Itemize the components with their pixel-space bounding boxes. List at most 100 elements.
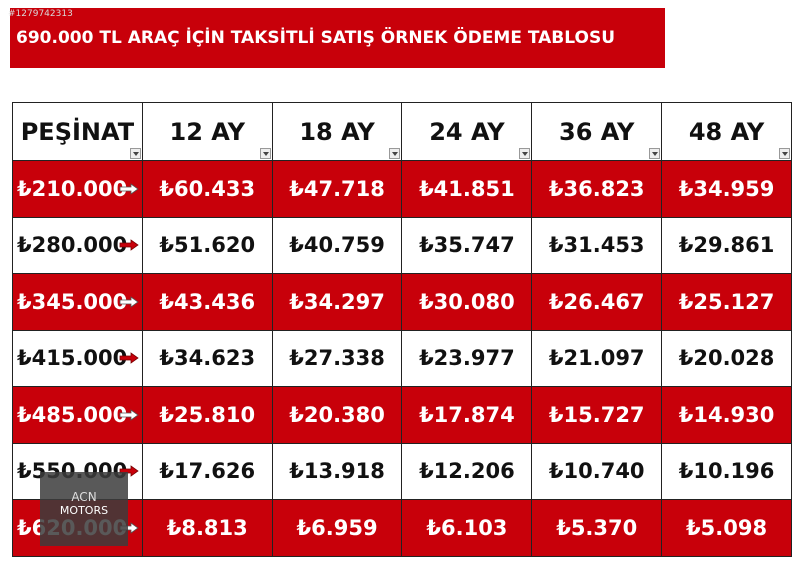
arrow-icon <box>119 352 139 365</box>
installment-cell: ₺41.851 <box>401 160 533 218</box>
cell-text: ₺14.930 <box>678 402 775 427</box>
arrow-shape <box>119 295 139 308</box>
cell-text: ₺5.098 <box>686 515 768 540</box>
table-row: ₺210.000 ₺60.433 ₺47.718 ₺41.851 ₺36.823 ₺34.… <box>12 160 792 218</box>
table-row: ₺415.000 ₺34.623 ₺27.338 ₺23.977 ₺21.097 ₺20.… <box>12 329 792 387</box>
cell-text: ₺60.433 <box>159 176 256 201</box>
installment-cell: ₺29.861 <box>661 216 792 274</box>
installment-cell: ₺20.028 <box>661 329 792 387</box>
down-payment-cell: ₺485.000 <box>12 386 143 444</box>
header-text: 24 AY <box>429 117 505 146</box>
header-text: 12 AY <box>169 117 245 146</box>
title-bar: 690.000 TL ARAÇ İÇİN TAKSİTLİ SATIŞ ÖRNE… <box>10 8 665 68</box>
cell-text: ₺29.861 <box>678 233 775 258</box>
installment-cell: ₺20.380 <box>271 386 403 444</box>
cell-text: ₺210.000 <box>17 176 128 201</box>
installment-cell: ₺12.206 <box>401 442 533 500</box>
cell-text: ₺17.626 <box>159 459 256 484</box>
cell-text: ₺485.000 <box>17 402 128 427</box>
cell-text: ₺23.977 <box>419 346 515 371</box>
table-row: ₺620.000₺8.813₺6.959₺6.103₺5.370₺5.098 <box>12 499 792 557</box>
cell-text: ₺5.370 <box>556 515 638 540</box>
installment-cell: ₺14.930 <box>661 386 792 444</box>
installment-cell: ₺27.338 <box>271 329 403 387</box>
cell-text: ₺6.959 <box>296 515 378 540</box>
cell-text: ₺43.436 <box>159 289 256 314</box>
arrow-icon <box>119 239 139 252</box>
down-payment-cell: ₺415.000 <box>12 329 143 387</box>
arrow-shape <box>119 182 139 195</box>
installment-cell: ₺26.467 <box>531 273 663 331</box>
installment-cell: ₺43.436 <box>141 273 273 331</box>
header-cell: 36 AY <box>531 102 663 161</box>
cell-text: ₺30.080 <box>419 289 515 314</box>
installment-cell: ₺34.959 <box>661 160 792 218</box>
cell-text: ₺8.813 <box>166 515 248 540</box>
cell-text: ₺21.097 <box>548 346 645 371</box>
cell-text: ₺345.000 <box>17 289 128 314</box>
installment-cell: ₺5.098 <box>661 499 792 557</box>
cell-text: ₺6.103 <box>426 515 508 540</box>
installment-cell: ₺25.810 <box>141 386 273 444</box>
installment-cell: ₺5.370 <box>531 499 663 557</box>
installment-cell: ₺47.718 <box>271 160 403 218</box>
installment-cell: ₺40.759 <box>271 216 403 274</box>
installment-cell: ₺34.623 <box>141 329 273 387</box>
installment-cell: ₺60.433 <box>141 160 273 218</box>
arrow-shape <box>119 352 139 365</box>
installment-cell: ₺23.977 <box>401 329 533 387</box>
filter-button <box>779 148 790 159</box>
cell-text: ₺47.718 <box>289 176 385 201</box>
installment-cell: ₺8.813 <box>141 499 273 557</box>
arrow-icon <box>119 295 139 308</box>
table-row: ₺280.000 ₺51.620 ₺40.759 ₺35.747 ₺31.453 ₺29.… <box>12 216 792 274</box>
header-cell: 12 AY <box>141 102 273 161</box>
installment-cell: ₺36.823 <box>531 160 663 218</box>
table-row: ₺485.000 ₺25.810 ₺20.380 ₺17.874 ₺15.727 ₺14.… <box>12 386 792 444</box>
filter-button <box>389 148 401 159</box>
installment-cell: ₺10.196 <box>661 442 792 500</box>
cell-text: ₺12.206 <box>419 459 515 484</box>
header-text: PEŞİNAT <box>20 117 135 146</box>
cell-text: ₺25.810 <box>159 402 256 427</box>
cell-text: ₺26.467 <box>548 289 645 314</box>
logo: ACN MOTORS <box>40 472 128 546</box>
down-payment-cell: ₺210.000 <box>12 160 143 218</box>
cell-text: ₺31.453 <box>548 233 645 258</box>
cell-text: ₺34.623 <box>159 346 256 371</box>
logo-sub: MOTORS <box>59 504 109 517</box>
cell-text: ₺41.851 <box>419 176 515 201</box>
installment-cell: ₺21.097 <box>531 329 663 387</box>
cell-text: ₺35.747 <box>419 233 515 258</box>
installment-cell: ₺6.959 <box>271 499 403 557</box>
arrow-shape <box>119 408 139 421</box>
down-payment-cell: ₺345.000 <box>12 273 143 331</box>
header-text: 36 AY <box>559 117 635 146</box>
installment-cell: ₺35.747 <box>401 216 533 274</box>
payment-table: PEŞİNAT 12 AY 18 AY 24 AY 36 AY 48 AY ₺210.00… <box>12 102 792 557</box>
cell-text: ₺34.959 <box>678 176 775 201</box>
cell-text: ₺13.918 <box>289 459 385 484</box>
cell-text: ₺20.380 <box>289 402 385 427</box>
cell-text: ₺36.823 <box>548 176 645 201</box>
header-text: 48 AY <box>688 117 765 146</box>
installment-cell: ₺34.297 <box>271 273 403 331</box>
logo-name: ACN <box>71 490 97 504</box>
installment-cell: ₺30.080 <box>401 273 533 331</box>
cell-text: ₺15.727 <box>548 402 645 427</box>
installment-cell: ₺17.874 <box>401 386 533 444</box>
table-row: ₺550.000₺17.626₺13.918₺12.206₺10.740₺10.… <box>12 442 792 500</box>
header-cell: PEŞİNAT <box>12 102 143 161</box>
filter-button <box>519 148 531 159</box>
cell-text: ₺415.000 <box>17 346 128 371</box>
installment-cell: ₺15.727 <box>531 386 663 444</box>
listing-id: #1279742313 <box>8 9 73 19</box>
filter-button <box>649 148 661 159</box>
header-cell: 24 AY <box>401 102 533 161</box>
cell-text: ₺34.297 <box>289 289 385 314</box>
installment-cell: ₺31.453 <box>531 216 663 274</box>
installment-cell: ₺25.127 <box>661 273 792 331</box>
arrow-shape <box>119 239 139 252</box>
installment-cell: ₺10.740 <box>531 442 663 500</box>
